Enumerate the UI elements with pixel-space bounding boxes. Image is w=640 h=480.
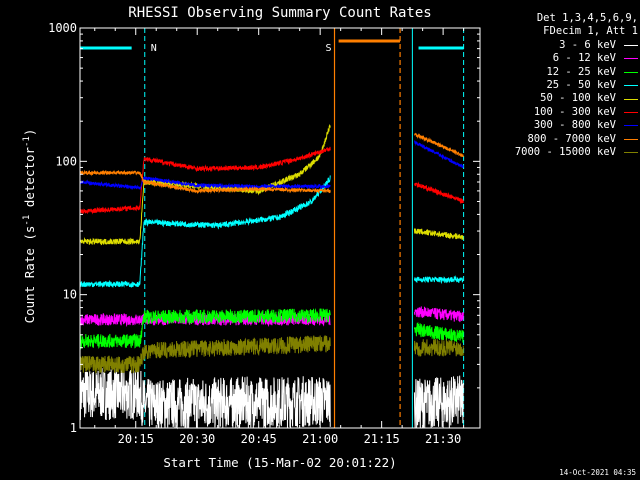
series-line-2-b <box>413 321 464 343</box>
x-axis-label: Start Time (15-Mar-02 20:01:22) <box>163 455 396 470</box>
legend-entry-label: 800 - 7000 keV <box>527 132 616 145</box>
chart-title: RHESSI Observing Summary Count Rates <box>128 5 431 21</box>
plot-area: N S 1 10 100 1000 20:15 20:30 20:45 21:00 21:15 21:… <box>48 21 481 446</box>
legend-entry: 300 - 800 keV <box>480 119 638 132</box>
legend-entry-label: 12 - 25 keV <box>546 65 616 78</box>
y-tick-label: 100 <box>55 154 77 168</box>
series-line-1-b <box>413 306 464 323</box>
series-line-2-a <box>79 308 331 350</box>
series-line-0-a <box>79 366 331 430</box>
series-line-7-a <box>80 169 331 195</box>
legend-entry: 50 - 100 keV <box>480 92 638 105</box>
series-line-4-a <box>79 123 331 246</box>
legend-entry: 800 - 7000 keV <box>480 133 638 146</box>
legend-swatch <box>624 152 638 154</box>
x-tick-label: 21:15 <box>364 432 400 446</box>
legend-entry-label: 6 - 12 keV <box>552 52 616 65</box>
x-tick-label: 20:15 <box>118 432 154 446</box>
legend-entry-label: 100 - 300 keV <box>533 105 616 118</box>
plot-frame <box>79 27 481 429</box>
y-tick-label: 1000 <box>48 21 77 35</box>
legend-entry: 12 - 25 keV <box>480 66 638 79</box>
legend-entry: 7000 - 15000 keV <box>480 146 638 159</box>
y-axis-label: Count Rate (s-1 detector-1) <box>22 129 37 324</box>
y-tick-label: 10 <box>63 288 77 302</box>
legend-swatch <box>624 85 638 87</box>
legend-swatch <box>624 112 638 114</box>
series-line-5-b <box>414 181 464 205</box>
series-line-3-b <box>413 275 464 285</box>
legend-header-line1: Det 1,3,4,5,6,9, <box>536 12 638 24</box>
legend-swatch <box>624 98 638 100</box>
legend-entry: 100 - 300 keV <box>480 106 638 119</box>
series-line-5-a <box>79 146 331 215</box>
series-line-7-b <box>414 132 464 157</box>
legend-swatch <box>624 45 638 47</box>
series-line-3-a <box>79 175 331 288</box>
x-tick-label: 20:45 <box>241 432 277 446</box>
saa-label: S <box>326 43 332 54</box>
legend-entry: 6 - 12 keV <box>480 52 638 65</box>
series-line-8-a <box>79 335 331 374</box>
x-tick-label: 21:00 <box>302 432 338 446</box>
x-tick-label: 20:30 <box>179 432 215 446</box>
timestamp: 14-Oct-2021 04:35 <box>559 468 636 477</box>
series-line-6-a <box>80 176 331 191</box>
legend-entry: 25 - 50 keV <box>480 79 638 92</box>
y-tick-label: 1 <box>70 421 77 435</box>
legend-entry: 3 - 6 keV <box>480 39 638 52</box>
series-line-6-b <box>414 140 464 169</box>
legend-swatch <box>624 71 638 73</box>
legend-entry-label: 50 - 100 keV <box>540 92 616 105</box>
legend-entry-label: 300 - 800 keV <box>533 119 616 132</box>
legend-entry-label: 25 - 50 keV <box>546 79 616 92</box>
legend-header-line2: FDecim 1, Att 1 <box>543 25 638 38</box>
legend-swatch <box>624 138 638 140</box>
night-label: N <box>151 43 157 54</box>
series-line-0-b <box>413 375 464 429</box>
x-tick-label: 21:30 <box>425 432 461 446</box>
legend-swatch <box>624 125 638 127</box>
legend-swatch <box>624 58 638 60</box>
series-line-8-b <box>413 339 464 357</box>
legend-entry-label: 3 - 6 keV <box>559 38 616 51</box>
series-line-4-b <box>413 227 464 240</box>
legend-entry-label: 7000 - 15000 keV <box>514 146 616 159</box>
legend: Det 1,3,4,5,6,9, FDecim 1, Att 1 3 - 6 k… <box>480 12 638 159</box>
